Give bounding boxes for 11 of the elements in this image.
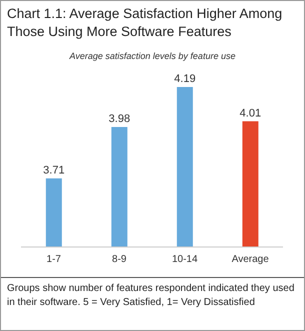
text: Groups show number of features respondent indicated they used in their software. 5 = Very Satisfied, 1= Very Dissatisfied — [7, 282, 296, 310]
data-label: 3.98 — [108, 113, 130, 125]
x-tick-label: 1-7 — [46, 254, 62, 266]
data-label: 4.19 — [174, 73, 196, 85]
data-label: 3.71 — [43, 164, 65, 176]
x-tick-label: 8-9 — [112, 254, 127, 266]
chart-subtitle: Average satisfaction levels by feature use — [68, 51, 236, 61]
chart-title: Chart 1.1: Average Satisfaction Higher Among Those Using More Software Features — [6, 5, 284, 41]
x-tick-label: 10-14 — [172, 254, 198, 266]
x-tick-label: Average — [232, 254, 270, 266]
data-label: 4.01 — [240, 107, 262, 120]
